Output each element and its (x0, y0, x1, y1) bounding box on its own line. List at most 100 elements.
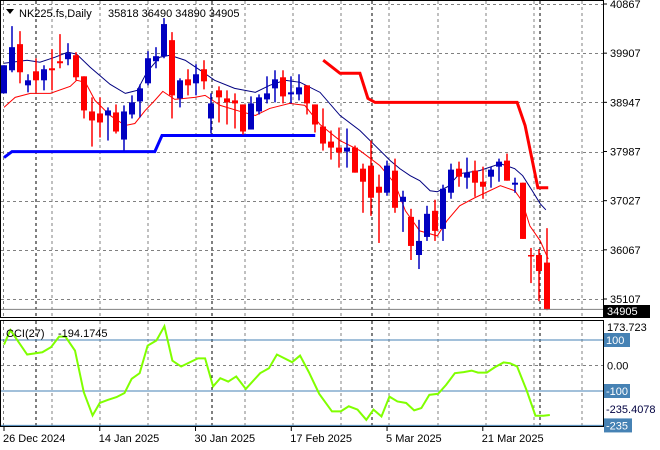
cci-level-label: -235 (606, 420, 628, 432)
candle-body (169, 40, 175, 96)
candle-body (73, 55, 79, 78)
cci-zero-label: 0.00 (607, 361, 628, 373)
candle-body (49, 68, 55, 71)
candle-body (41, 69, 47, 81)
ma-slow-line (3, 79, 549, 260)
date-tick-label: 30 Jan 2025 (195, 433, 256, 445)
candle-body (512, 182, 518, 185)
candle-body (97, 113, 103, 123)
candle-body (336, 147, 342, 153)
candle-body (360, 168, 366, 182)
candle-body (153, 56, 159, 62)
candle-body (480, 181, 486, 187)
cci-value: -194.1745 (58, 328, 108, 340)
candle-body (312, 104, 318, 125)
candle-body (33, 71, 39, 81)
candle-body (248, 103, 254, 130)
cci-panel (1, 323, 603, 426)
candle-body (256, 97, 262, 112)
candle-body (496, 161, 502, 167)
candle-body (328, 141, 334, 148)
date-tick-label: 14 Jan 2025 (99, 433, 160, 445)
candle-body (368, 165, 374, 198)
candle-body (161, 24, 167, 57)
cci-level-label: -100 (606, 386, 628, 398)
candle-body (193, 74, 199, 84)
candle-body (424, 213, 430, 237)
candle-body (536, 255, 542, 272)
candle-body (129, 102, 135, 115)
price-tick-label: 39907 (610, 48, 641, 60)
price-tick-label: 40867 (610, 0, 641, 11)
candle-body (488, 169, 494, 177)
ohlc-readout: 35818 36490 34890 34905 (108, 8, 240, 20)
date-tick-label: 21 Mar 2025 (482, 433, 544, 445)
candle-body (344, 147, 350, 152)
candle-body (280, 77, 286, 97)
candle-body (232, 100, 238, 104)
triangle-down-icon[interactable] (6, 9, 14, 14)
candle-body (400, 196, 406, 202)
candle-body (105, 110, 111, 116)
candle-body (145, 58, 151, 84)
candle-body (1, 65, 7, 94)
last-price-label: 34905 (607, 306, 638, 318)
axes: 40867 39907 38947 37987 37027 36067 3510734905… (3, 0, 656, 445)
date-tick-label: 17 Feb 2025 (290, 433, 352, 445)
candle-body (464, 172, 470, 178)
candle-body (296, 87, 302, 95)
candle-body (81, 76, 87, 111)
candle-body (216, 90, 222, 98)
cci-max-label: 173.723 (607, 322, 647, 334)
candle-body (520, 182, 526, 239)
candle-body (432, 210, 438, 231)
candle-body (272, 79, 278, 89)
candle-body (416, 240, 422, 256)
grid (1, 1, 603, 426)
date-tick-label: 5 Mar 2025 (386, 433, 442, 445)
candle-body (113, 112, 119, 132)
candle-body (472, 170, 478, 183)
candle-body (201, 69, 207, 82)
candle-body (240, 104, 246, 132)
candle-body (65, 53, 71, 60)
price-tick-label: 36067 (610, 245, 641, 257)
candle-body (376, 186, 382, 193)
candle-body (504, 160, 510, 181)
candle-body (456, 168, 462, 177)
cci-level-badge (604, 384, 630, 398)
cci-line (3, 323, 550, 422)
candle-body (304, 85, 310, 104)
cci-panel-frame (0, 320, 604, 427)
candle-body (352, 147, 358, 173)
price-tick-label: 35107 (610, 294, 641, 306)
candle-body (57, 61, 63, 64)
candle-body (320, 126, 326, 144)
candle-body (264, 93, 270, 100)
price-tick-label: 38947 (610, 97, 641, 109)
candle-body (392, 170, 398, 208)
candle-body (288, 92, 294, 95)
cci-level-label: 100 (606, 335, 624, 347)
price-tick-label: 37027 (610, 196, 641, 208)
cci-level-badge (604, 333, 630, 347)
price-tick-label: 37987 (610, 147, 641, 159)
resistance-line (322, 59, 549, 190)
candles (1, 18, 603, 311)
candle-body (544, 262, 550, 310)
candle-body (384, 165, 390, 193)
candle-body (185, 79, 191, 86)
cci-min-label: -235.4078 (606, 404, 656, 416)
cci-level-badge (604, 418, 632, 433)
candle-body (89, 111, 95, 121)
candle-body (528, 255, 534, 257)
cci-title: CCI(27) (6, 328, 45, 340)
last-price-badge (604, 305, 650, 318)
indicator-lines (3, 51, 549, 260)
candle-body (408, 216, 414, 246)
candle-body (121, 111, 127, 140)
candle-body (440, 188, 446, 229)
price-panel-frame (0, 0, 604, 318)
candle-body (25, 80, 31, 86)
